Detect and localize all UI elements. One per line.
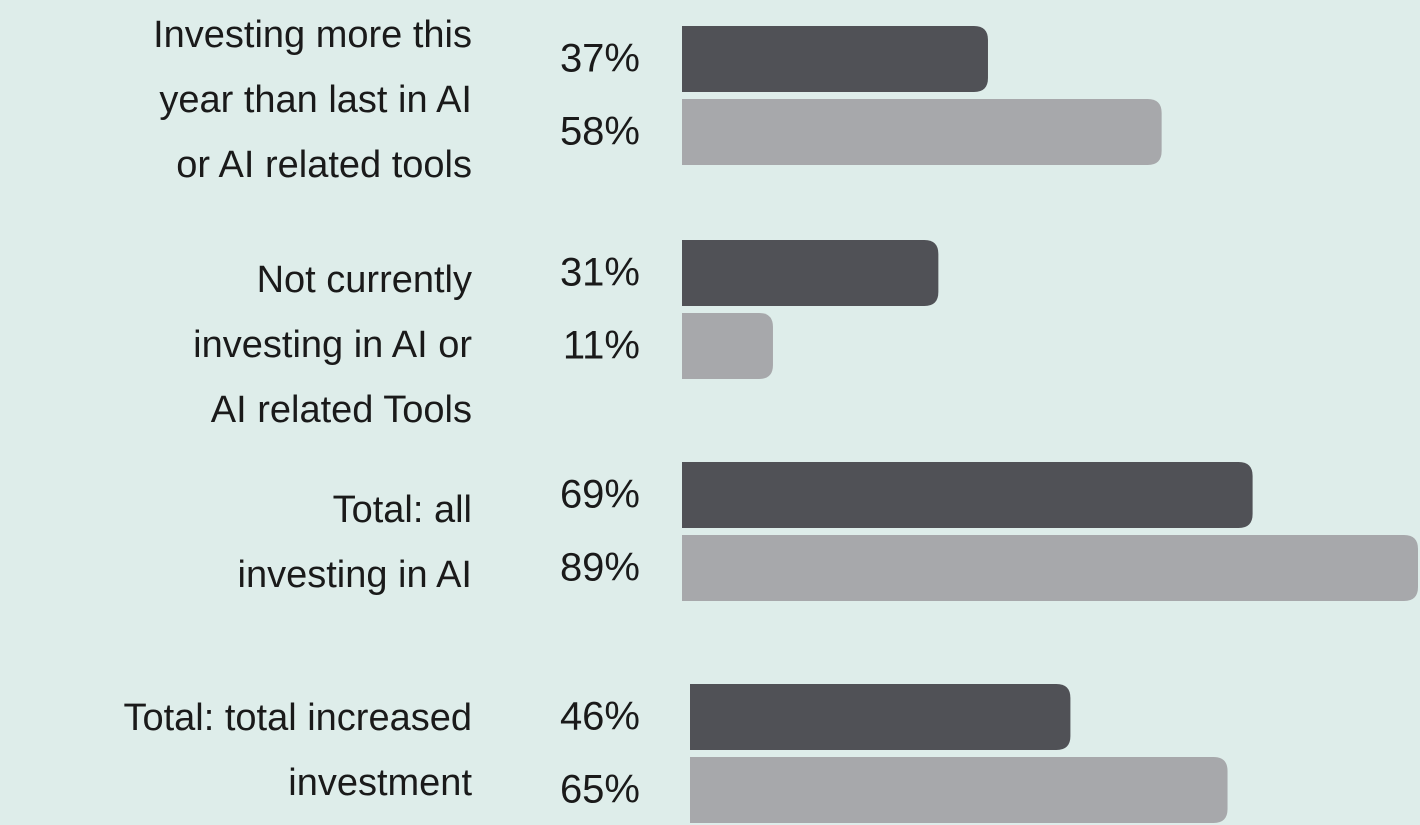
value-label: 46% [560,695,640,739]
category-label: Not currently investing in AI or AI rela… [193,259,472,431]
category-label: Total: total increased investment [123,697,472,804]
value-label: 31% [560,251,640,295]
bar [682,313,773,379]
value-label: 11% [563,324,640,368]
value-label: 69% [560,473,640,517]
bar [682,26,988,92]
bar [682,240,939,306]
category-label: Investing more this year than last in AI… [153,14,472,186]
bar [682,535,1418,601]
bar [690,684,1071,750]
category-label: Total: all investing in AI [237,489,472,596]
bar [682,462,1253,528]
value-label: 89% [560,546,640,590]
value-label: 65% [560,768,640,812]
bar [690,757,1228,823]
value-label: 37% [560,37,640,81]
bar [682,99,1162,165]
value-label: 58% [560,110,640,154]
